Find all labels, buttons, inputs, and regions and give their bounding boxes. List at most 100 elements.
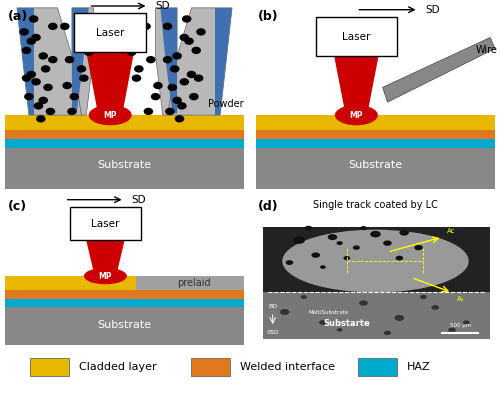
Circle shape [304, 226, 312, 230]
Circle shape [38, 52, 48, 59]
Circle shape [320, 265, 326, 269]
Circle shape [41, 65, 50, 72]
Text: Wire: Wire [476, 45, 498, 55]
Circle shape [414, 245, 423, 250]
Ellipse shape [335, 105, 378, 125]
Text: Laser: Laser [96, 28, 124, 38]
Ellipse shape [282, 230, 469, 292]
Polygon shape [216, 8, 232, 115]
Circle shape [180, 78, 189, 86]
Bar [263, 292, 490, 339]
Bar [74, 13, 146, 52]
Polygon shape [72, 8, 88, 113]
Polygon shape [160, 8, 177, 113]
Circle shape [62, 82, 72, 89]
Text: HAZ: HAZ [407, 362, 430, 372]
Bar [358, 358, 397, 376]
Circle shape [359, 300, 368, 306]
Circle shape [74, 37, 84, 45]
Circle shape [22, 47, 32, 54]
Ellipse shape [88, 105, 132, 125]
Circle shape [48, 56, 58, 63]
Bar [263, 292, 490, 339]
Circle shape [360, 226, 367, 230]
Text: SD: SD [426, 5, 440, 15]
Circle shape [136, 37, 146, 45]
Bar [5, 276, 244, 345]
Circle shape [24, 93, 34, 100]
Circle shape [163, 56, 172, 63]
Circle shape [370, 231, 380, 238]
Bar [263, 227, 490, 339]
Circle shape [182, 15, 192, 22]
Circle shape [383, 240, 392, 246]
Bar [30, 358, 68, 376]
Circle shape [153, 82, 163, 89]
Circle shape [177, 102, 186, 109]
Bar [5, 290, 244, 299]
Text: (d): (d) [258, 200, 279, 213]
Circle shape [180, 34, 189, 41]
Bar [5, 130, 244, 139]
Text: SD: SD [156, 1, 170, 11]
Bar [70, 207, 141, 240]
Circle shape [319, 320, 326, 325]
Circle shape [189, 93, 198, 100]
Circle shape [337, 328, 342, 332]
Text: Laser: Laser [91, 219, 120, 229]
Circle shape [60, 22, 70, 30]
Circle shape [353, 245, 360, 250]
Circle shape [146, 56, 156, 63]
Bar [5, 276, 136, 290]
Circle shape [448, 327, 456, 332]
Text: Powder: Powder [208, 99, 244, 109]
Circle shape [186, 71, 196, 78]
Circle shape [174, 115, 184, 123]
Circle shape [65, 56, 74, 63]
Circle shape [300, 295, 307, 299]
Circle shape [134, 65, 143, 72]
Circle shape [420, 295, 426, 299]
Circle shape [184, 37, 194, 45]
Bar [256, 115, 495, 189]
Bar [256, 115, 495, 130]
Polygon shape [156, 8, 177, 115]
Circle shape [396, 256, 403, 260]
Bar [5, 299, 244, 307]
Text: Laser: Laser [342, 32, 370, 42]
Circle shape [328, 234, 337, 240]
Circle shape [48, 22, 58, 30]
Circle shape [70, 93, 79, 100]
Text: ⊙SD: ⊙SD [266, 330, 279, 335]
Text: Ac: Ac [447, 228, 456, 234]
Text: (c): (c) [8, 200, 26, 213]
Circle shape [141, 22, 151, 30]
Text: A₁: A₁ [457, 295, 464, 302]
Polygon shape [17, 8, 34, 115]
Circle shape [280, 309, 289, 315]
Circle shape [46, 108, 55, 115]
Circle shape [38, 97, 48, 104]
Circle shape [36, 115, 46, 123]
Circle shape [29, 15, 38, 22]
Circle shape [151, 93, 160, 100]
Circle shape [132, 74, 141, 82]
Circle shape [79, 74, 88, 82]
Bar [136, 276, 244, 290]
Circle shape [286, 260, 294, 265]
Text: Substrate: Substrate [98, 160, 152, 170]
Circle shape [26, 37, 36, 45]
Text: Cladded layer: Cladded layer [78, 362, 156, 372]
Circle shape [168, 84, 177, 91]
Text: SD: SD [132, 195, 146, 205]
Polygon shape [328, 22, 385, 115]
Ellipse shape [84, 268, 127, 284]
Text: Melt/Substrate: Melt/Substrate [308, 310, 349, 314]
Text: Substarte: Substarte [324, 319, 370, 329]
Bar [191, 358, 230, 376]
Circle shape [76, 65, 86, 72]
Text: 500 μm: 500 μm [450, 324, 471, 329]
Text: Welded interface: Welded interface [240, 362, 335, 372]
Text: BD: BD [268, 304, 278, 309]
Bar [5, 115, 244, 189]
